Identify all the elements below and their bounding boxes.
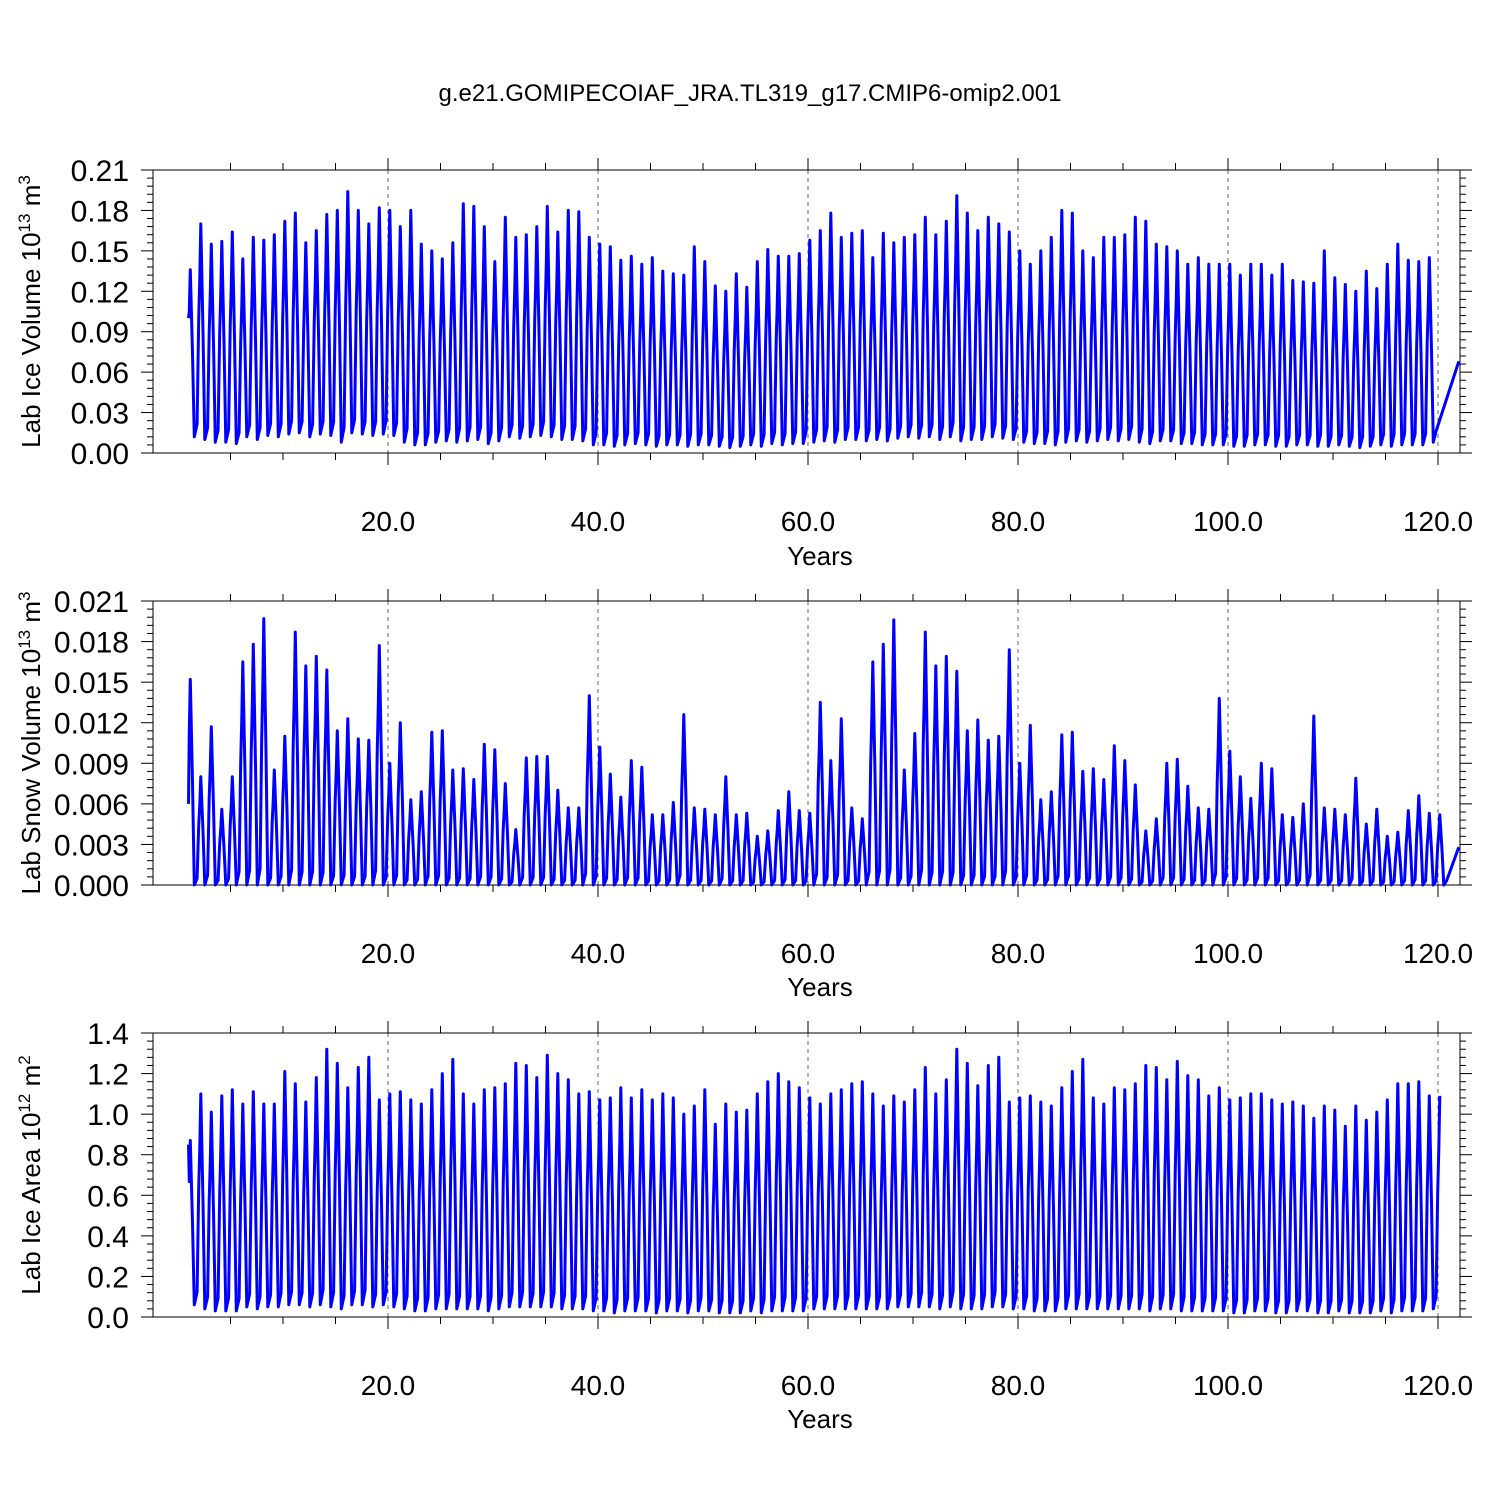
chart-panel-1: 20.0 40.0 60.0 80.0 100.0 120.0 Years 0.00 0.03 0… bbox=[15, 155, 1473, 571]
x-tick-label: 100.0 bbox=[1193, 938, 1263, 969]
x-tick-label: 20.0 bbox=[361, 506, 416, 537]
y-tick-label: 0.006 bbox=[54, 789, 129, 822]
chart-panel-2: 20.0 40.0 60.0 80.0 100.0 120.0 Years 0.000 0.00… bbox=[15, 586, 1473, 1002]
chart-main-title: g.e21.GOMIPECOIAF_JRA.TL319_g17.CMIP6-om… bbox=[438, 80, 1062, 107]
y-tick-label: 0.021 bbox=[54, 586, 129, 619]
y-tick-label: 0.018 bbox=[54, 627, 129, 660]
y-axis-label: Lab Ice Area 1012 m2 bbox=[15, 1055, 46, 1294]
y-tick-label: 0.12 bbox=[71, 276, 129, 309]
x-tick-label: 60.0 bbox=[781, 938, 836, 969]
y-axis-label: Lab Ice Volume 1013 m3 bbox=[15, 175, 46, 448]
y-tick-label: 0.0 bbox=[87, 1302, 129, 1335]
x-axis-label: Years bbox=[787, 1404, 853, 1434]
y-tick-label: 1.4 bbox=[87, 1018, 129, 1051]
x-tick-label: 100.0 bbox=[1193, 1370, 1263, 1401]
x-tick-label: 80.0 bbox=[991, 506, 1046, 537]
y-tick-label: 0.000 bbox=[54, 870, 129, 903]
y-tick-label: 0.009 bbox=[54, 748, 129, 781]
x-tick-label: 120.0 bbox=[1403, 938, 1473, 969]
y-tick-label: 0.003 bbox=[54, 829, 129, 862]
y-tick-label: 0.06 bbox=[71, 357, 129, 390]
x-tick-label: 20.0 bbox=[361, 938, 416, 969]
x-tick-label: 120.0 bbox=[1403, 506, 1473, 537]
y-axis-label: Lab Snow Volume 1013 m3 bbox=[15, 591, 46, 894]
x-axis-label: Years bbox=[787, 972, 853, 1002]
x-tick-label: 100.0 bbox=[1193, 506, 1263, 537]
y-tick-label: 0.6 bbox=[87, 1180, 129, 1213]
series-line bbox=[187, 617, 1461, 887]
plot-frame bbox=[152, 169, 1461, 454]
y-tick-label: 0.015 bbox=[54, 667, 129, 700]
y-tick-label: 0.4 bbox=[87, 1221, 129, 1254]
x-tick-label: 60.0 bbox=[781, 506, 836, 537]
x-tick-label: 20.0 bbox=[361, 1370, 416, 1401]
x-tick-label: 40.0 bbox=[571, 506, 626, 537]
y-tick-label: 0.8 bbox=[87, 1140, 129, 1173]
plot-frame bbox=[152, 600, 1461, 886]
y-tick-label: 0.09 bbox=[71, 317, 129, 350]
y-tick-label: 0.012 bbox=[54, 708, 129, 741]
x-axis-label: Years bbox=[787, 541, 853, 571]
plot-frame bbox=[152, 1032, 1461, 1318]
x-tick-label: 80.0 bbox=[991, 1370, 1046, 1401]
y-tick-label: 0.21 bbox=[71, 155, 129, 188]
x-tick-label: 120.0 bbox=[1403, 1370, 1473, 1401]
y-tick-label: 0.00 bbox=[71, 438, 129, 471]
y-tick-label: 0.03 bbox=[71, 398, 129, 431]
y-tick-label: 1.2 bbox=[87, 1059, 129, 1092]
y-tick-label: 1.0 bbox=[87, 1099, 129, 1132]
y-tick-label: 0.18 bbox=[71, 195, 129, 228]
x-tick-label: 60.0 bbox=[781, 1370, 836, 1401]
series-line bbox=[187, 1047, 1442, 1315]
series-line bbox=[187, 190, 1461, 450]
chart-panel-3: 20.0 40.0 60.0 80.0 100.0 120.0 Years 0.0 0.2 0.4… bbox=[15, 1018, 1473, 1434]
x-tick-label: 40.0 bbox=[571, 1370, 626, 1401]
y-tick-label: 0.2 bbox=[87, 1261, 129, 1294]
x-tick-label: 80.0 bbox=[991, 938, 1046, 969]
y-tick-label: 0.15 bbox=[71, 236, 129, 269]
x-tick-label: 40.0 bbox=[571, 938, 626, 969]
